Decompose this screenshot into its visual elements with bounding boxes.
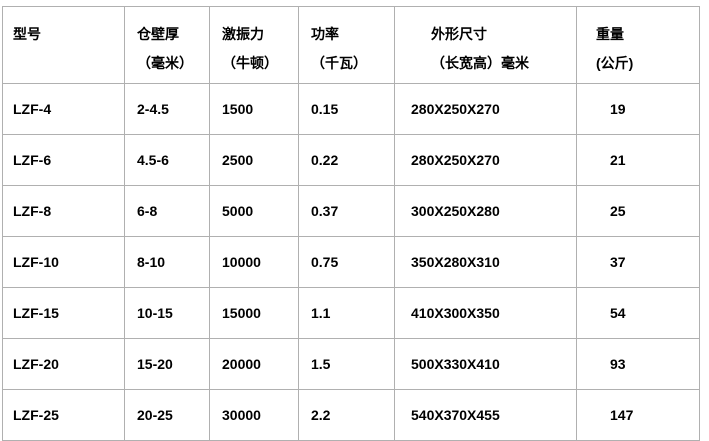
cell-model: LZF-6 bbox=[2, 134, 125, 186]
cell-weight: 147 bbox=[576, 389, 700, 441]
column-header-model: 型号 bbox=[2, 6, 125, 84]
table-row: LZF-15 10-15 15000 1.1 410X300X350 54 bbox=[2, 287, 700, 339]
table-row: LZF-20 15-20 20000 1.5 500X330X410 93 bbox=[2, 338, 700, 390]
column-header-label: 仓壁厚 bbox=[137, 26, 179, 42]
table-row: LZF-6 4.5-6 2500 0.22 280X250X270 21 bbox=[2, 134, 700, 186]
cell-model: LZF-15 bbox=[2, 287, 125, 339]
column-header-sublabel: （千瓦） bbox=[311, 55, 367, 71]
cell-wall-thickness: 10-15 bbox=[124, 287, 210, 339]
cell-dimensions: 300X250X280 bbox=[394, 185, 577, 237]
cell-model: LZF-10 bbox=[2, 236, 125, 288]
column-header-wall-thickness: 仓壁厚 （毫米） bbox=[124, 6, 210, 84]
column-header-label: 型号 bbox=[13, 26, 41, 42]
table-row: LZF-8 6-8 5000 0.37 300X250X280 25 bbox=[2, 185, 700, 237]
cell-dimensions: 540X370X455 bbox=[394, 389, 577, 441]
column-header-label: 重量 bbox=[596, 26, 624, 42]
cell-power: 0.15 bbox=[298, 83, 395, 135]
column-header-sublabel: (公斤) bbox=[596, 55, 634, 71]
cell-excitation-force: 10000 bbox=[209, 236, 299, 288]
column-header-label: 激振力 bbox=[222, 26, 264, 42]
column-header-sublabel: （长宽高）毫米 bbox=[431, 55, 529, 71]
cell-wall-thickness: 20-25 bbox=[124, 389, 210, 441]
cell-wall-thickness: 8-10 bbox=[124, 236, 210, 288]
cell-model: LZF-20 bbox=[2, 338, 125, 390]
cell-dimensions: 410X300X350 bbox=[394, 287, 577, 339]
cell-weight: 21 bbox=[576, 134, 700, 186]
cell-model: LZF-25 bbox=[2, 389, 125, 441]
cell-dimensions: 280X250X270 bbox=[394, 83, 577, 135]
cell-weight: 54 bbox=[576, 287, 700, 339]
cell-excitation-force: 20000 bbox=[209, 338, 299, 390]
cell-excitation-force: 15000 bbox=[209, 287, 299, 339]
column-header-label: 外形尺寸 bbox=[431, 26, 487, 42]
cell-wall-thickness: 4.5-6 bbox=[124, 134, 210, 186]
cell-power: 0.75 bbox=[298, 236, 395, 288]
cell-weight: 37 bbox=[576, 236, 700, 288]
cell-dimensions: 500X330X410 bbox=[394, 338, 577, 390]
cell-power: 0.37 bbox=[298, 185, 395, 237]
cell-excitation-force: 2500 bbox=[209, 134, 299, 186]
cell-power: 2.2 bbox=[298, 389, 395, 441]
table-row: LZF-25 20-25 30000 2.2 540X370X455 147 bbox=[2, 389, 700, 441]
header-row: 型号 仓壁厚 （毫米） 激振力 （牛顿） 功率 （千瓦） 外形尺寸 （长宽高）毫米 重量 (公斤) bbox=[2, 6, 700, 84]
cell-weight: 19 bbox=[576, 83, 700, 135]
cell-excitation-force: 5000 bbox=[209, 185, 299, 237]
column-header-power: 功率 （千瓦） bbox=[298, 6, 395, 84]
cell-dimensions: 280X250X270 bbox=[394, 134, 577, 186]
cell-weight: 93 bbox=[576, 338, 700, 390]
cell-wall-thickness: 2-4.5 bbox=[124, 83, 210, 135]
column-header-excitation-force: 激振力 （牛顿） bbox=[209, 6, 299, 84]
cell-power: 0.22 bbox=[298, 134, 395, 186]
cell-wall-thickness: 15-20 bbox=[124, 338, 210, 390]
column-header-sublabel: （毫米） bbox=[137, 55, 193, 71]
table-row: LZF-4 2-4.5 1500 0.15 280X250X270 19 bbox=[2, 83, 700, 135]
cell-power: 1.1 bbox=[298, 287, 395, 339]
spec-table-container: 型号 仓壁厚 （毫米） 激振力 （牛顿） 功率 （千瓦） 外形尺寸 （长宽高）毫米 重量 (公斤) … bbox=[2, 6, 700, 441]
column-header-weight: 重量 (公斤) bbox=[576, 6, 700, 84]
cell-model: LZF-4 bbox=[2, 83, 125, 135]
cell-model: LZF-8 bbox=[2, 185, 125, 237]
table-body: LZF-4 2-4.5 1500 0.15 280X250X270 19 LZF-6 4.5-… bbox=[2, 83, 700, 441]
spec-table: 型号 仓壁厚 （毫米） 激振力 （牛顿） 功率 （千瓦） 外形尺寸 （长宽高）毫米 重量 (公斤) … bbox=[2, 6, 700, 441]
cell-weight: 25 bbox=[576, 185, 700, 237]
column-header-sublabel: （牛顿） bbox=[222, 55, 278, 71]
cell-wall-thickness: 6-8 bbox=[124, 185, 210, 237]
column-header-dimensions: 外形尺寸 （长宽高）毫米 bbox=[394, 6, 577, 84]
column-header-label: 功率 bbox=[311, 26, 339, 42]
table-header: 型号 仓壁厚 （毫米） 激振力 （牛顿） 功率 （千瓦） 外形尺寸 （长宽高）毫米 重量 (公斤) bbox=[2, 6, 700, 84]
cell-dimensions: 350X280X310 bbox=[394, 236, 577, 288]
cell-excitation-force: 1500 bbox=[209, 83, 299, 135]
cell-excitation-force: 30000 bbox=[209, 389, 299, 441]
cell-power: 1.5 bbox=[298, 338, 395, 390]
table-row: LZF-10 8-10 10000 0.75 350X280X310 37 bbox=[2, 236, 700, 288]
